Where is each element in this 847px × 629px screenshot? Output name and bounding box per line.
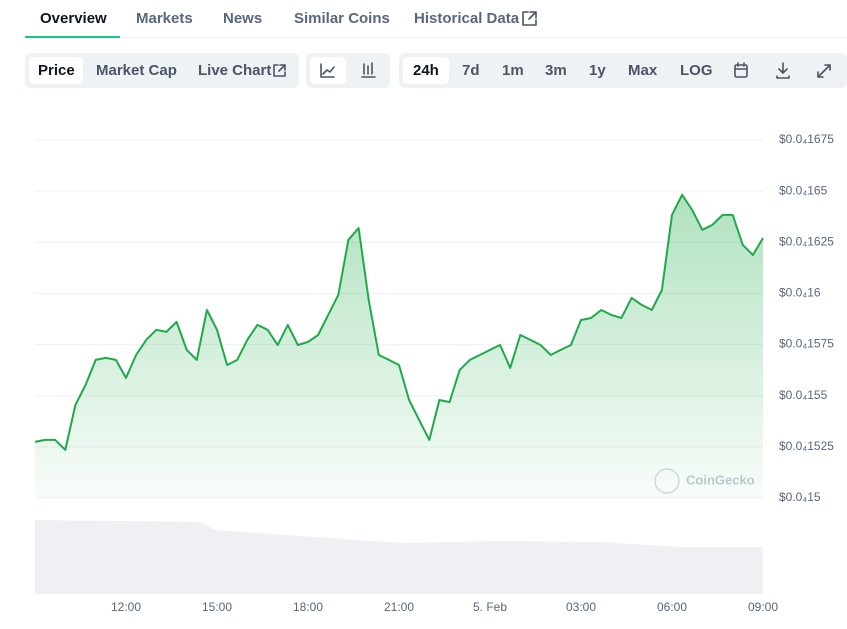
volume-area (35, 520, 763, 594)
range-button[interactable]: 1m (502, 62, 524, 79)
x-tick-label: 12:00 (111, 600, 141, 614)
active-button (29, 57, 83, 84)
tab[interactable]: Historical Data (414, 10, 520, 27)
tab-bar: Overview Markets News Similar Coins Hist… (25, 10, 847, 38)
x-tick-label: 06:00 (657, 600, 687, 614)
x-tick-label: 15:00 (202, 600, 232, 614)
tab-underline (25, 36, 120, 38)
line-chart-icon[interactable] (320, 63, 335, 78)
x-tick-label: 21:00 (384, 600, 414, 614)
y-tick-label: $0.0₄1575 (779, 337, 834, 351)
chart-controls: Price Market Cap Live Chart 24h 7d 1m 3m… (25, 53, 847, 88)
y-tick-label: $0.0₄165 (779, 183, 828, 197)
tab[interactable]: Overview (40, 10, 107, 27)
y-tick-label: $0.0₄16 (779, 286, 821, 300)
chart-tab[interactable]: Market Cap (96, 62, 177, 79)
active-button (403, 57, 449, 84)
plot: $0.0₄15 $0.0₄1525 $0.0₄155 $0.0₄1575 $0.0₄16… (34, 132, 834, 614)
y-tick-label: $0.0₄1525 (779, 439, 834, 453)
tab[interactable]: Similar Coins (294, 10, 390, 27)
candlestick-icon[interactable] (361, 62, 376, 78)
y-tick-label: $0.0₄155 (779, 388, 828, 402)
range-button[interactable]: 3m (545, 62, 567, 79)
tab[interactable]: News (223, 10, 262, 27)
y-tick-label: $0.0₄1625 (779, 234, 834, 248)
external-link-icon (522, 11, 537, 26)
price-area (35, 194, 763, 499)
x-tick-label: 5. Feb (473, 600, 507, 614)
fullscreen-icon[interactable] (817, 64, 831, 78)
chart-tab[interactable]: Price (38, 62, 75, 79)
watermark-logo (654, 468, 680, 494)
external-link-icon (273, 64, 286, 77)
tab[interactable]: Markets (136, 10, 193, 27)
watermark: CoinGecko (654, 468, 755, 494)
button-group (25, 53, 299, 88)
x-tick-label: 03:00 (566, 600, 596, 614)
range-button[interactable]: Max (628, 62, 658, 79)
calendar-icon[interactable] (734, 62, 748, 78)
range-button[interactable]: LOG (680, 62, 713, 79)
y-tick-label: $0.0₄15 (779, 490, 821, 504)
chart-tab[interactable]: Live Chart (198, 62, 271, 79)
x-tick-label: 18:00 (293, 600, 323, 614)
download-icon[interactable] (776, 62, 790, 79)
x-tick-label: 09:00 (748, 600, 778, 614)
watermark-text: CoinGecko (686, 472, 755, 487)
price-line (34, 193, 764, 451)
range-button[interactable]: 1y (589, 62, 606, 79)
button-group (399, 53, 847, 88)
range-button[interactable]: 24h (413, 62, 439, 79)
range-button[interactable]: 7d (462, 62, 480, 79)
y-tick-label: $0.0₄1675 (779, 132, 834, 146)
